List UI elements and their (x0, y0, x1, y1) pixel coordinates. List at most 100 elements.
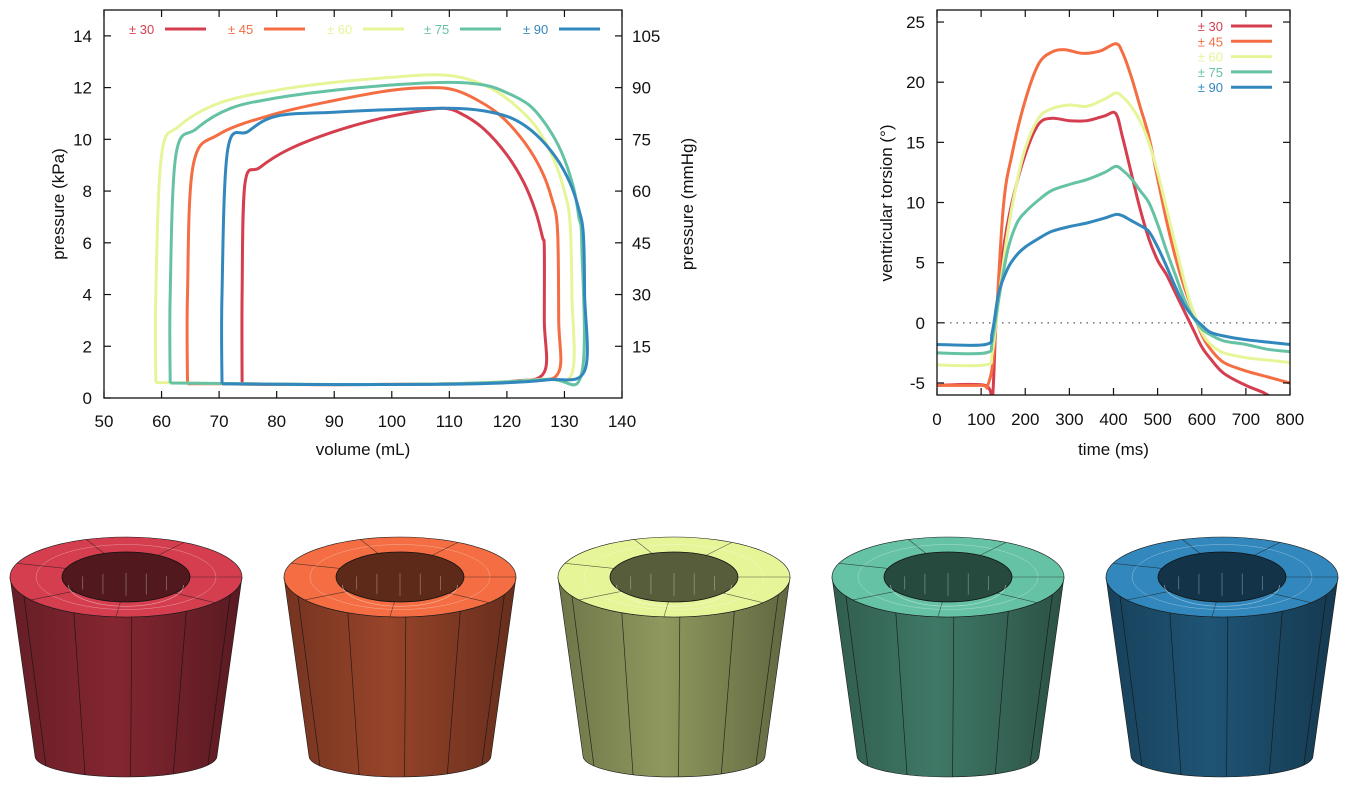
cylinder-mesh-line (172, 611, 187, 774)
cylinder-mesh-line (347, 612, 360, 775)
pv-x-tick-label: 90 (325, 412, 344, 431)
cylinder-top-mesh-line (290, 563, 340, 569)
cylinder-mesh-line (446, 611, 461, 774)
torsion-series-line-3 (937, 164, 1290, 356)
cylinder-mesh-line (130, 616, 133, 777)
pv-x-tick-label: 50 (95, 412, 114, 431)
torsion-y-tick-label: 10 (906, 194, 925, 213)
pv-y-tick-label: 10 (73, 130, 92, 149)
cylinder-mesh-line (481, 594, 505, 766)
cylinder-model-5 (1105, 536, 1339, 778)
cylinder-top-mesh-line (634, 539, 653, 554)
pv-x-axis-label: volume (mL) (316, 440, 410, 459)
pv-plot-frame (103, 9, 623, 399)
pv-y2-tick-label: 105 (632, 27, 660, 46)
cylinder-mesh-line (23, 595, 47, 767)
cylinder-top-mesh-line (304, 591, 348, 601)
pv-y2-tick-label: 60 (632, 182, 651, 201)
cylinder-inner-wireframe (68, 584, 184, 607)
torsion-legend-label: ± 90 (1198, 80, 1223, 95)
cylinder-top-mesh-line (86, 539, 105, 554)
cylinder-top-mesh-line (564, 563, 614, 569)
pv-y2-tick-label: 15 (632, 337, 651, 356)
torsion-series-line-2 (937, 91, 1290, 368)
cylinder-top-mesh-line (578, 591, 622, 601)
pv-y-tick-label: 12 (73, 79, 92, 98)
pv-y-tick-label: 6 (83, 234, 92, 253)
torsion-chart: 0 100 200 300 400 500 600 700 800 -5 0 5 10 15 20 25 tim… (877, 9, 1304, 459)
pv-x-tick-label: 80 (267, 412, 286, 431)
pv-x-tick-label: 110 (436, 412, 463, 431)
cylinder-top-mesh-line (1182, 539, 1201, 554)
cylinder-top-mesh-line (16, 563, 66, 569)
cylinder-top-mesh-line (979, 542, 1007, 556)
cylinder-mesh-line (678, 616, 681, 777)
cylinder-top-mesh-line (448, 592, 489, 604)
pv-y-tick-label: 14 (73, 27, 92, 46)
cylinder-top-mesh-line (30, 591, 74, 601)
cylinder-top-mesh-line (852, 591, 896, 601)
pv-x-tick-label: 120 (493, 412, 521, 431)
pv-y-tick-label: 0 (83, 389, 92, 408)
pv-x-tick-label: 140 (608, 412, 636, 431)
pv-legend-label: ± 60 (327, 22, 352, 37)
cylinder-model-4 (831, 536, 1065, 778)
torsion-x-axis-label: time (ms) (1078, 440, 1149, 459)
pv-series-line-0 (239, 106, 549, 387)
torsion-x-tick-label: 400 (1099, 410, 1127, 429)
pv-series-line-4 (220, 106, 589, 387)
pv-y2-tick-label: 30 (632, 286, 651, 305)
cylinder-top-mesh-line (360, 539, 379, 554)
cylinder-mesh-line (952, 616, 955, 777)
cylinder-inner-wireframe (1164, 584, 1280, 607)
cylinder-mesh-line (1268, 611, 1283, 774)
cylinder-top-mesh-line (705, 542, 733, 556)
torsion-x-tick-label: 300 (1055, 410, 1083, 429)
torsion-x-tick-label: 700 (1232, 410, 1260, 429)
cylinder-mesh-line (1169, 612, 1182, 775)
cylinder-mesh-line (755, 594, 779, 766)
torsion-legend-label: ± 45 (1198, 34, 1223, 49)
pv-x-tick-label: 60 (152, 412, 171, 431)
torsion-y-tick-label: 15 (906, 133, 925, 152)
cylinder-top-mesh-line (722, 592, 763, 604)
cylinder-top-mesh-line (431, 542, 459, 556)
cylinder-model-2 (283, 536, 517, 778)
cylinder-top-mesh-line (663, 601, 669, 617)
pv-legend-label: ± 30 (129, 22, 154, 37)
torsion-series-line-4 (937, 212, 1290, 347)
cylinder-mesh-line (994, 611, 1009, 774)
cylinder-mesh-line (297, 595, 321, 767)
pv-y-tick-label: 4 (83, 286, 92, 305)
torsion-legend-label: ± 60 (1198, 50, 1223, 65)
pv-loop-chart: 50 60 70 80 90 100 110 120 130 140 0 2 4 6 8 10 12 14 15 30… (49, 9, 697, 459)
torsion-y-axis-label: ventricular torsion (°) (877, 124, 896, 281)
cylinder-top-mesh-line (174, 592, 215, 604)
cylinder-mesh-line (1119, 595, 1143, 767)
torsion-x-tick-label: 200 (1011, 410, 1039, 429)
torsion-y-tick-label: 0 (916, 314, 925, 333)
torsion-y-tick-label: 5 (916, 254, 925, 273)
pv-legend-label: ± 45 (228, 22, 253, 37)
cylinder-top-mesh-line (996, 592, 1037, 604)
cylinder-top-mesh-line (1211, 601, 1217, 617)
cylinder-mesh-line (621, 612, 634, 775)
torsion-series-line-0 (937, 110, 1271, 395)
cylinder-top-mesh-line (838, 563, 888, 569)
torsion-y-tick-label: -5 (910, 374, 925, 393)
cylinder-top-mesh-line (1112, 563, 1162, 569)
cylinder-top-mesh-line (937, 601, 943, 617)
cylinder-inner-wireframe (890, 584, 1006, 607)
cylinder-mesh-line (207, 594, 231, 766)
pv-y-axis-label: pressure (kPa) (49, 148, 68, 259)
pv-x-tick-label: 130 (550, 412, 578, 431)
cylinder-mesh-line (845, 595, 869, 767)
torsion-y-tick-label: 20 (906, 73, 925, 92)
pv-y-tick-label: 8 (83, 182, 92, 201)
cylinder-mesh-line (720, 611, 735, 774)
torsion-x-tick-label: 800 (1276, 410, 1304, 429)
pv-x-tick-label: 70 (210, 412, 229, 431)
torsion-y-tick-label: 25 (906, 13, 925, 32)
torsion-series-line-1 (937, 42, 1290, 390)
cylinder-mesh-line (1303, 594, 1327, 766)
